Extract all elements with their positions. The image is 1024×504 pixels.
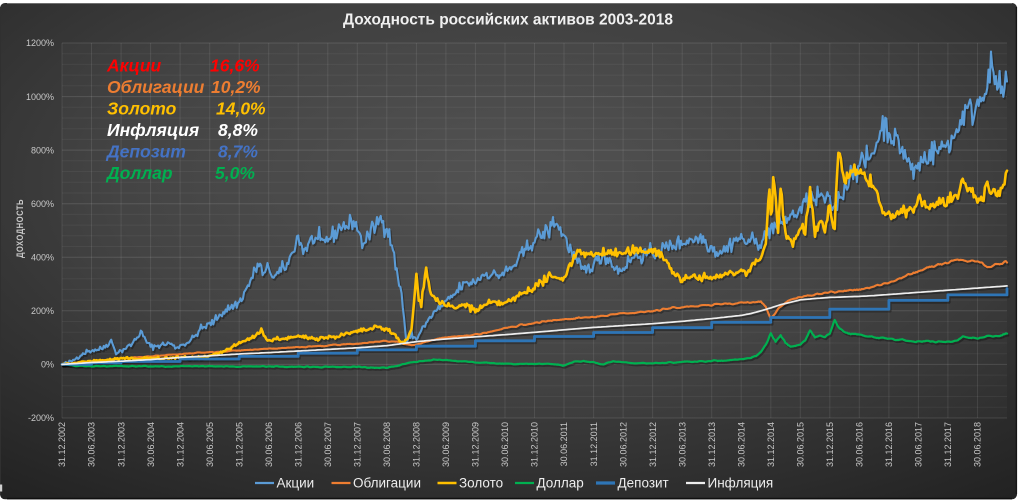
svg-text:14,0%: 14,0% [216,99,266,119]
svg-text:30.06.2004: 30.06.2004 [146,422,156,467]
svg-text:Облигации: Облигации [107,77,205,97]
svg-text:31.12.2005: 31.12.2005 [234,422,244,467]
svg-text:31.12.2012: 31.12.2012 [648,422,658,467]
svg-text:Золото: Золото [107,99,177,119]
svg-text:Доллар: Доллар [105,163,173,183]
svg-text:Инфляция: Инфляция [708,476,774,491]
svg-text:Акции: Акции [277,476,315,491]
svg-text:30.06.2016: 30.06.2016 [855,422,865,467]
svg-text:30.06.2009: 30.06.2009 [441,422,451,467]
svg-text:31.12.2014: 31.12.2014 [766,422,776,467]
svg-text:30.06.2014: 30.06.2014 [736,422,746,467]
svg-text:31.12.2017: 31.12.2017 [943,422,953,467]
svg-text:31.12.2013: 31.12.2013 [707,422,717,467]
svg-text:31.12.2008: 31.12.2008 [412,422,422,467]
svg-text:10,2%: 10,2% [211,77,261,97]
svg-text:30.06.2006: 30.06.2006 [264,422,274,467]
svg-text:Доллар: Доллар [537,476,584,491]
svg-text:0%: 0% [41,360,54,370]
svg-text:30.06.2011: 30.06.2011 [559,422,569,466]
svg-text:800%: 800% [31,145,54,155]
svg-text:30.06.2005: 30.06.2005 [205,422,215,467]
svg-text:Депозит: Депозит [618,476,669,491]
svg-text:ДОХОДНОСТЬ: ДОХОДНОСТЬ [15,199,25,258]
svg-text:1000%: 1000% [26,92,54,102]
svg-text:Золото: Золото [459,476,503,491]
svg-text:30.06.2010: 30.06.2010 [500,422,510,467]
svg-text:31.12.2006: 31.12.2006 [293,422,303,467]
svg-text:Депозит: Депозит [105,142,186,162]
svg-text:30.06.2013: 30.06.2013 [677,422,687,467]
svg-text:30.06.2018: 30.06.2018 [973,422,983,467]
svg-text:30.06.2003: 30.06.2003 [87,422,97,467]
svg-text:31.12.2011: 31.12.2011 [589,422,599,466]
svg-text:31.12.2004: 31.12.2004 [175,422,185,467]
svg-text:Инфляция: Инфляция [107,120,199,140]
svg-text:-200%: -200% [28,413,54,423]
svg-text:30.06.2007: 30.06.2007 [323,422,333,467]
svg-text:8,7%: 8,7% [218,142,258,162]
svg-text:31.12.2007: 31.12.2007 [353,422,363,467]
svg-text:31.12.2003: 31.12.2003 [116,422,126,467]
svg-text:Акции: Акции [106,56,162,76]
svg-text:600%: 600% [31,199,54,209]
svg-text:31.12.2010: 31.12.2010 [530,422,540,467]
svg-text:Облигации: Облигации [353,476,421,491]
svg-text:31.12.2016: 31.12.2016 [884,422,894,467]
svg-text:8,8%: 8,8% [218,120,258,140]
svg-text:1200%: 1200% [26,38,54,48]
svg-text:30.06.2012: 30.06.2012 [618,422,628,467]
svg-text:5,0%: 5,0% [215,163,255,183]
svg-text:30.06.2008: 30.06.2008 [382,422,392,467]
svg-text:31.12.2009: 31.12.2009 [471,422,481,467]
svg-text:16,6%: 16,6% [210,56,260,76]
svg-text:400%: 400% [31,253,54,263]
svg-text:30.06.2015: 30.06.2015 [796,422,806,467]
svg-text:Доходность российских активов: Доходность российских активов 2003-2018 [343,12,673,29]
svg-text:200%: 200% [31,306,54,316]
svg-text:31.12.2015: 31.12.2015 [825,422,835,467]
svg-text:30.06.2017: 30.06.2017 [914,422,924,467]
svg-text:31.12.2002: 31.12.2002 [57,422,67,467]
